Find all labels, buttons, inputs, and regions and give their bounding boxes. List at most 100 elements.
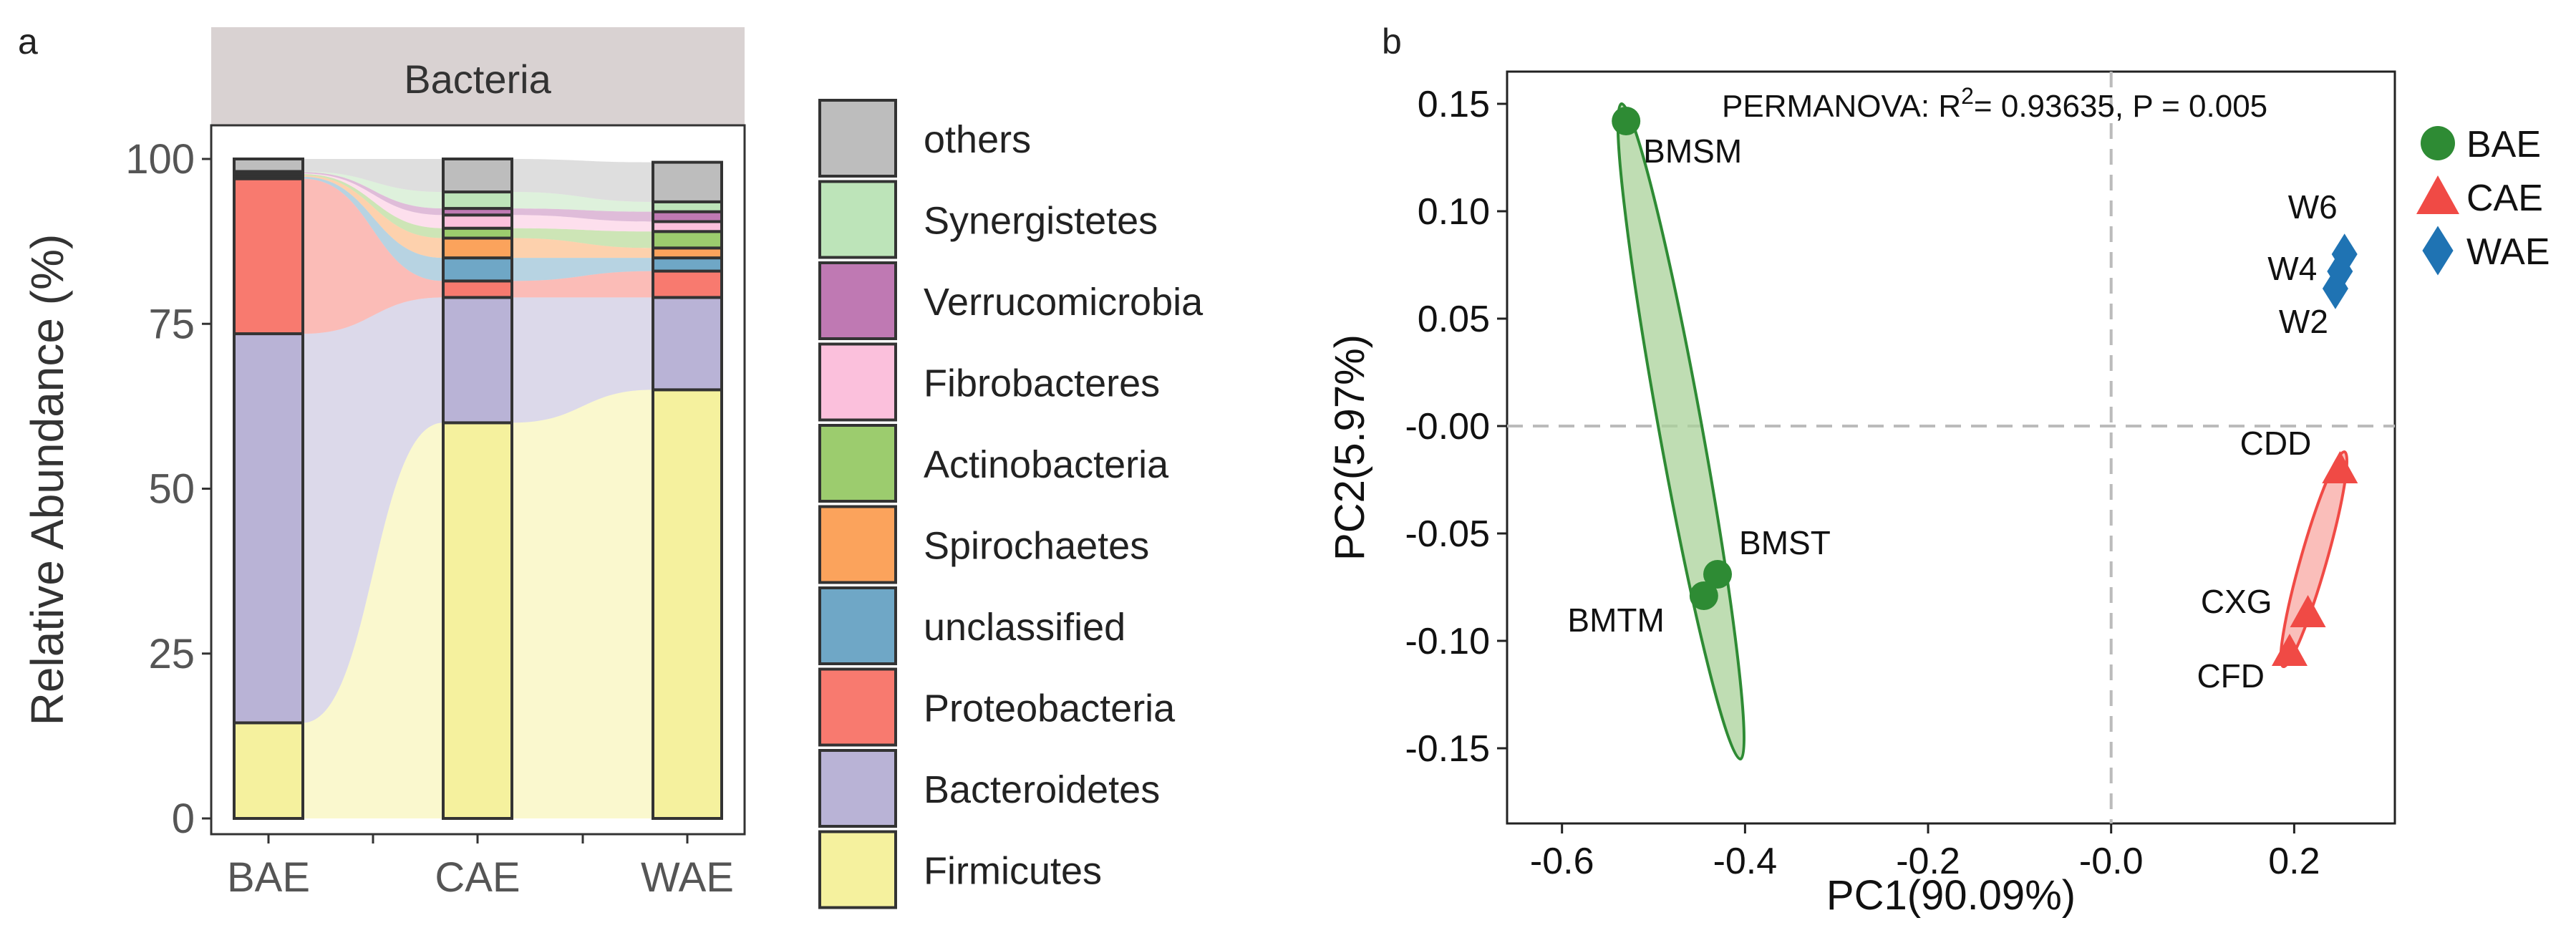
flow-others-cae-wae: [512, 159, 653, 202]
legend-label-verrucomicrobia: Verrucomicrobia: [924, 281, 1204, 324]
legend-swatch-synergistetes: [818, 180, 897, 259]
point-label-cxg: CXG: [2201, 583, 2272, 620]
bar-segment-bae-proteobacteria: [233, 177, 304, 336]
legend-label-cae: CAE: [2466, 178, 2543, 219]
point-label-bmst: BMST: [1739, 524, 1831, 561]
x-tick-label-wae: WAE: [641, 854, 734, 901]
legend-marker-cae: [2416, 175, 2459, 214]
bar-segment-bae-bacteroidetes: [233, 332, 304, 725]
legend-marker-bae: [2421, 126, 2455, 160]
flow-synergistetes-cae-wae: [512, 192, 653, 212]
panel-b-label: b: [1382, 21, 1402, 62]
bar-segment-cae-bacteroidetes: [442, 296, 513, 425]
flow-verrucomicrobia-bae-cae: [303, 172, 443, 216]
flow-unclassified-bae-cae: [303, 176, 443, 281]
bar-segment-cae-fibrobacteres: [442, 213, 513, 230]
y-tick-label-75: 75: [148, 301, 195, 347]
legend-label-others: others: [924, 118, 1031, 161]
bar-segment-wae-synergistetes: [652, 200, 723, 213]
point-label-cdd: CDD: [2240, 425, 2312, 462]
legend-swatch-bacteroidetes: [818, 749, 897, 828]
bar-segment-cae-proteobacteria: [442, 279, 513, 299]
legend-label-spirochaetes: Spirochaetes: [924, 525, 1149, 568]
y-tick-label-b-1: 0.10: [1418, 191, 1490, 233]
panel-a-y-axis-title: Relative Abundance (%): [21, 234, 73, 726]
flow-others-bae-cae: [303, 159, 443, 193]
y-tick-label-b-2: 0.05: [1418, 299, 1490, 340]
legend-swatch-actinobacteria: [818, 424, 897, 503]
legend-label-proteobacteria: Proteobacteria: [924, 687, 1176, 730]
flow-proteobacteria-cae-wae: [512, 271, 653, 298]
bar-segment-cae-synergistetes: [442, 190, 513, 211]
stacked-bars: [233, 158, 723, 821]
y-tick-label-0: 0: [172, 796, 195, 842]
point-label-w4: W4: [2267, 250, 2317, 287]
legend-label-synergistetes: Synergistetes: [924, 200, 1158, 243]
legend-label-bae: BAE: [2466, 124, 2541, 165]
point-label-w6: W6: [2288, 188, 2338, 226]
legend-swatch-others: [818, 99, 897, 178]
legend-label-firmicutes: Firmicutes: [924, 850, 1102, 893]
bar-segment-wae-bacteroidetes: [652, 296, 723, 392]
panel-a-x-axis: BAE CAE WAE: [227, 834, 734, 901]
permanova-annotation: PERMANOVA: R2= 0.93635, P = 0.005: [1722, 83, 2267, 124]
y-tick-label-25: 25: [148, 631, 195, 677]
panel-b-x-axis-title: PC1(90.09%): [1826, 872, 2076, 919]
legend-marker-wae: [2422, 226, 2454, 276]
point-cdd: [2322, 451, 2358, 483]
legend-label-actinobacteria: Actinobacteria: [924, 443, 1169, 486]
bar-segment-cae-others: [442, 158, 513, 194]
ellipse-cae: [2279, 450, 2349, 669]
point-label-bmtm: BMTM: [1567, 601, 1664, 639]
facet-strip: [211, 27, 745, 125]
point-label-w2: W2: [2279, 303, 2328, 340]
bar-segment-bae-others: [233, 158, 304, 173]
x-tick-label-b-3: -0.0: [2079, 841, 2144, 882]
facet-title: Bacteria: [404, 57, 551, 102]
bar-segment-cae-actinobacteria: [442, 226, 513, 240]
flow-synergistetes-bae-cae: [303, 171, 443, 209]
legend-swatch-proteobacteria: [818, 667, 897, 747]
panel-a-legend: others Synergistetes Verrucomicrobia Fibrob…: [818, 99, 1204, 909]
point-bmsm: [1612, 107, 1641, 135]
bar-segment-bae-firmicutes: [233, 721, 304, 821]
bar-segment-wae-firmicutes: [652, 388, 723, 820]
legend-swatch-firmicutes: [818, 830, 897, 909]
zero-reference-lines: [1507, 72, 2395, 823]
panel-a-y-axis: 0 25 50 75 100: [125, 136, 211, 842]
flow-actinobacteria-cae-wae: [512, 228, 653, 248]
point-cfd: [2271, 634, 2308, 666]
point-cxg: [2290, 595, 2326, 627]
x-tick-label-b-1: -0.4: [1713, 841, 1778, 882]
flow-fibrobacteres-bae-cae: [303, 173, 443, 228]
point-label-cfd: CFD: [2197, 657, 2265, 695]
bar-segment-wae-actinobacteria: [652, 230, 723, 250]
panel-b-y-axis: 0.15 0.10 0.05 -0.00 -0.05 -0.10 -0.15: [1405, 84, 1507, 770]
y-tick-label-b-5: -0.10: [1405, 621, 1490, 662]
flow-firmicutes-cae-wae: [512, 390, 653, 818]
legend-label-unclassified: unclassified: [924, 606, 1125, 649]
panel-b-x-axis: -0.6 -0.4 -0.2 -0.0 0.2: [1530, 823, 2320, 882]
flow-firmicutes-bae-cae: [303, 422, 443, 818]
x-tick-label-b-0: -0.6: [1530, 841, 1594, 882]
point-label-bmsm: BMSM: [1643, 132, 1742, 170]
x-tick-label-bae: BAE: [227, 854, 310, 901]
flow-unclassified-cae-wae: [512, 258, 653, 281]
bar-segment-wae-verrucomicrobia: [652, 210, 723, 223]
point-bmst: [1703, 560, 1733, 589]
bar-segment-wae-others: [652, 160, 723, 203]
panel-a-label: a: [18, 21, 38, 62]
point-w2: [2322, 268, 2348, 309]
x-tick-label-b-2: -0.2: [1896, 841, 1960, 882]
x-tick-label-b-4: 0.2: [2268, 841, 2320, 882]
y-tick-label-b-0: 0.15: [1418, 84, 1490, 125]
legend-label-wae: WAE: [2466, 231, 2550, 273]
y-tick-label-b-3: -0.00: [1405, 406, 1490, 448]
bar-segment-wae-unclassified: [652, 256, 723, 273]
legend-swatch-spirochaetes: [818, 505, 897, 584]
flow-spirochaetes-bae-cae: [303, 175, 443, 258]
panel-b-legend: BAE CAE WAE: [2416, 124, 2550, 276]
legend-label-fibrobacteres: Fibrobacteres: [924, 362, 1160, 405]
flow-proteobacteria-bae-cae: [303, 178, 443, 334]
bar-segment-cae-spirochaetes: [442, 236, 513, 260]
